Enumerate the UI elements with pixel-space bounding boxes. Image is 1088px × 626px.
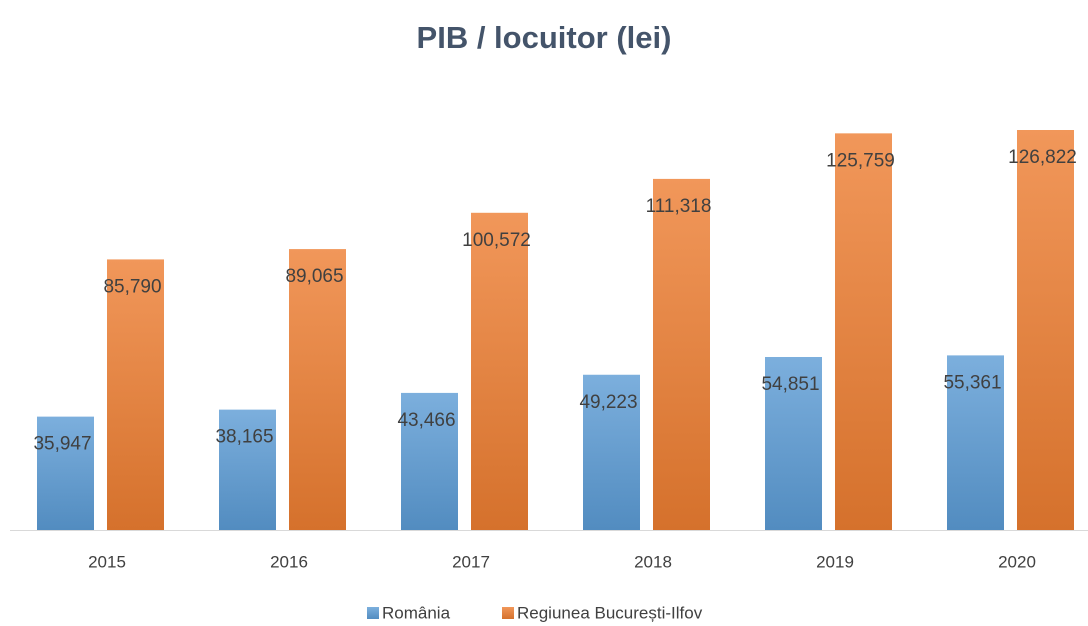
bar <box>107 259 164 530</box>
data-label: 125,759 <box>826 150 895 171</box>
bar <box>37 416 94 530</box>
bar <box>401 392 458 530</box>
chart-title: PIB / locuitor (lei) <box>417 20 672 55</box>
data-label: 89,065 <box>285 266 343 287</box>
data-label: 43,466 <box>397 410 455 431</box>
data-label: 85,790 <box>103 276 161 297</box>
legend-label: România <box>382 603 451 622</box>
x-tick-label: 2017 <box>452 552 490 571</box>
bar <box>1017 130 1074 530</box>
legend-swatch <box>502 607 514 619</box>
bar <box>289 249 346 530</box>
bar <box>653 178 710 531</box>
data-label: 100,572 <box>462 230 531 251</box>
x-tick-label: 2019 <box>816 552 854 571</box>
data-label: 35,947 <box>33 434 91 455</box>
data-label: 49,223 <box>579 392 637 413</box>
legend-label: Regiunea București-Ilfov <box>517 603 703 622</box>
x-tick-label: 2016 <box>270 552 308 571</box>
bar <box>219 409 276 530</box>
x-tick-label: 2015 <box>88 552 126 571</box>
x-tick-label: 2020 <box>998 552 1036 571</box>
data-label: 111,318 <box>646 196 712 217</box>
data-label: 55,361 <box>943 372 1001 393</box>
bar <box>835 133 892 531</box>
bar <box>765 356 822 530</box>
legend-swatch <box>367 607 379 619</box>
bar <box>471 212 528 530</box>
x-tick-label: 2018 <box>634 552 672 571</box>
bar <box>583 374 640 530</box>
data-label: 38,165 <box>215 427 273 448</box>
data-label: 54,851 <box>761 374 819 395</box>
bar <box>947 355 1004 530</box>
data-label: 126,822 <box>1008 147 1077 168</box>
